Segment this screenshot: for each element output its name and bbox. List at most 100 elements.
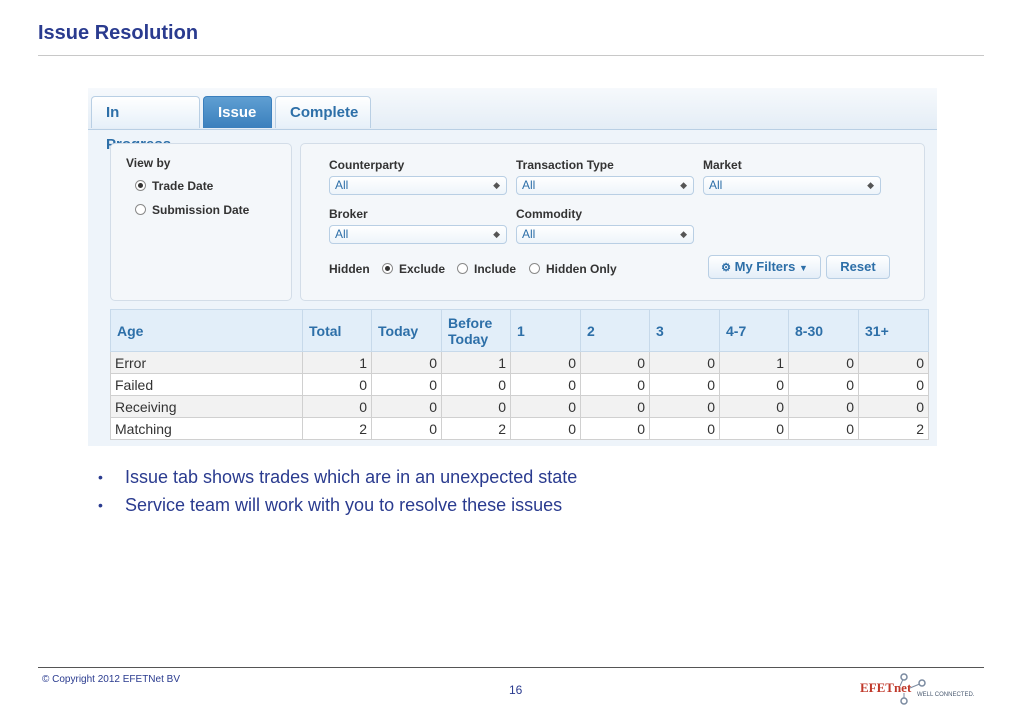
chevron-updown-icon: ◆ xyxy=(680,180,687,190)
hidden-only-radio[interactable] xyxy=(529,263,540,274)
column-header[interactable]: 4-7 xyxy=(719,309,789,352)
table-cell: 0 xyxy=(858,351,929,374)
chevron-updown-icon: ◆ xyxy=(493,180,500,190)
tab-issue[interactable]: Issue xyxy=(203,96,272,128)
submission-date-radio[interactable] xyxy=(135,204,146,215)
table-row[interactable]: Failed 0 0 0 0 0 0 0 0 0 xyxy=(110,373,929,396)
counterparty-value: All xyxy=(335,178,349,192)
table-header-row: Age Total Today Before Today 1 2 3 4-7 8… xyxy=(110,309,929,352)
gear-icon: ⚙ xyxy=(721,262,731,274)
column-header[interactable]: 1 xyxy=(510,309,581,352)
table-cell: 0 xyxy=(371,351,442,374)
market-select[interactable]: All ◆ xyxy=(703,176,881,195)
trade-date-radio[interactable] xyxy=(135,180,146,191)
table-cell: 0 xyxy=(649,373,720,396)
bullet-list: Issue tab shows trades which are in an u… xyxy=(98,466,577,522)
table-cell: 2 xyxy=(302,417,372,440)
column-header[interactable]: 3 xyxy=(649,309,720,352)
table-row[interactable]: Receiving 0 0 0 0 0 0 0 0 0 xyxy=(110,395,929,418)
table-cell: 0 xyxy=(719,373,789,396)
chevron-updown-icon: ◆ xyxy=(680,229,687,239)
table-cell: 0 xyxy=(580,417,650,440)
filters-panel: Counterparty All ◆ Transaction Type All … xyxy=(300,143,925,301)
tab-bar: In Progress Issue Complete xyxy=(88,88,937,153)
table-cell: 0 xyxy=(719,417,789,440)
page-number: 16 xyxy=(509,683,523,697)
my-filters-label: My Filters xyxy=(734,259,796,274)
table-cell: 0 xyxy=(580,395,650,418)
column-header[interactable]: Before Today xyxy=(441,309,511,352)
tab-complete[interactable]: Complete xyxy=(275,96,371,128)
table-cell: 0 xyxy=(371,373,442,396)
hidden-exclude-radio[interactable] xyxy=(382,263,393,274)
table-row[interactable]: Matching 2 0 2 0 0 0 0 0 2 xyxy=(110,417,929,440)
table-cell: 0 xyxy=(719,395,789,418)
chevron-updown-icon: ◆ xyxy=(493,229,500,239)
copyright-text: © Copyright 2012 EFETNet BV xyxy=(42,674,180,685)
table-cell: 1 xyxy=(302,351,372,374)
title-divider xyxy=(38,55,984,56)
table-cell: 0 xyxy=(649,351,720,374)
table-row[interactable]: Error 1 0 1 0 0 0 1 0 0 xyxy=(110,351,929,374)
table-cell: 0 xyxy=(302,373,372,396)
hidden-include-radio[interactable] xyxy=(457,263,468,274)
efetnet-logo: EFETnet WELL CONNECTED. xyxy=(860,673,975,705)
broker-label: Broker xyxy=(329,207,368,221)
table-cell: 0 xyxy=(649,395,720,418)
my-filters-button[interactable]: ⚙ My Filters ▼ xyxy=(708,255,821,279)
trade-date-label: Trade Date xyxy=(152,179,214,193)
row-label: Error xyxy=(110,351,303,374)
hidden-exclude-label: Exclude xyxy=(399,262,446,276)
market-value: All xyxy=(709,178,723,192)
column-header[interactable]: Today xyxy=(371,309,442,352)
column-header[interactable]: 31+ xyxy=(858,309,929,352)
table-cell: 0 xyxy=(788,395,859,418)
table-cell: 0 xyxy=(788,417,859,440)
table-cell: 1 xyxy=(441,351,511,374)
bullet-item: Service team will work with you to resol… xyxy=(98,494,577,522)
row-label: Matching xyxy=(110,417,303,440)
view-by-panel: View by Trade Date Submission Date xyxy=(110,143,292,301)
chevron-down-icon: ▼ xyxy=(798,263,808,273)
slide-title: Issue Resolution xyxy=(38,22,199,44)
table-cell: 0 xyxy=(858,395,929,418)
hidden-include-label: Include xyxy=(474,262,517,276)
table-cell: 2 xyxy=(858,417,929,440)
logo-wordmark: EFETnet xyxy=(860,680,912,695)
view-by-label: View by xyxy=(126,156,171,170)
table-cell: 2 xyxy=(441,417,511,440)
commodity-select[interactable]: All ◆ xyxy=(516,225,694,244)
column-header[interactable]: 8-30 xyxy=(788,309,859,352)
table-cell: 0 xyxy=(371,417,442,440)
logo-tagline: WELL CONNECTED. xyxy=(917,692,975,698)
table-cell: 0 xyxy=(510,351,581,374)
table-cell: 0 xyxy=(441,395,511,418)
row-label: Failed xyxy=(110,373,303,396)
table-cell: 0 xyxy=(510,373,581,396)
table-cell: 0 xyxy=(441,373,511,396)
submission-date-label: Submission Date xyxy=(152,203,250,217)
counterparty-label: Counterparty xyxy=(329,158,405,172)
hidden-only-label: Hidden Only xyxy=(546,262,617,276)
table-cell: 0 xyxy=(580,351,650,374)
column-header[interactable]: Total xyxy=(302,309,372,352)
table-cell: 0 xyxy=(788,373,859,396)
commodity-value: All xyxy=(522,227,536,241)
app-screenshot: In Progress Issue Complete View by Trade… xyxy=(88,88,937,446)
counterparty-select[interactable]: All ◆ xyxy=(329,176,507,195)
table-cell: 0 xyxy=(788,351,859,374)
market-label: Market xyxy=(703,158,742,172)
table-cell: 1 xyxy=(719,351,789,374)
table-cell: 0 xyxy=(858,373,929,396)
column-header[interactable]: 2 xyxy=(580,309,650,352)
tab-in-progress[interactable]: In Progress xyxy=(91,96,200,153)
transaction-type-select[interactable]: All ◆ xyxy=(516,176,694,195)
table-cell: 0 xyxy=(371,395,442,418)
row-label: Receiving xyxy=(110,395,303,418)
chevron-updown-icon: ◆ xyxy=(867,180,874,190)
broker-select[interactable]: All ◆ xyxy=(329,225,507,244)
bullet-item: Issue tab shows trades which are in an u… xyxy=(98,466,577,494)
table-cell: 0 xyxy=(649,417,720,440)
reset-button[interactable]: Reset xyxy=(826,255,890,279)
column-header[interactable]: Age xyxy=(110,309,303,352)
